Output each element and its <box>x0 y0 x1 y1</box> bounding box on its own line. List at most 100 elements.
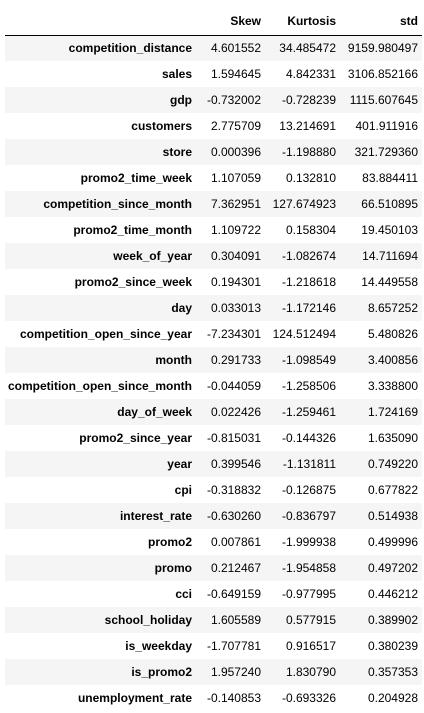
row-label: sales <box>161 67 192 81</box>
std-cell: 0.514938 <box>367 509 418 523</box>
std-cell: 0.204928 <box>367 691 418 705</box>
kurtosis-cell: -1.999938 <box>281 535 336 549</box>
kurtosis-cell: 124.512494 <box>272 327 336 341</box>
std-cell: 14.711694 <box>362 249 418 263</box>
table-row: interest_rate -0.630260 -0.836797 0.514938 <box>5 503 422 529</box>
kurtosis-cell: -0.693326 <box>281 691 336 705</box>
kurtosis-cell: 0.916517 <box>285 639 336 653</box>
skew-cell: -7.234301 <box>206 327 261 341</box>
skew-cell: 7.362951 <box>210 197 261 211</box>
row-label: competition_distance <box>68 41 192 56</box>
table-row: day 0.033013 -1.172146 8.657252 <box>5 295 422 321</box>
skew-cell: -0.649159 <box>206 587 261 601</box>
row-label: week_of_year <box>113 249 192 263</box>
skew-cell: 0.022426 <box>210 405 261 419</box>
skew-cell: 1.594645 <box>210 67 261 81</box>
table-row: week_of_year 0.304091 -1.082674 14.711694 <box>5 243 422 269</box>
std-cell: 14.449558 <box>361 275 418 289</box>
skew-cell: 0.000396 <box>210 145 261 159</box>
column-header-skew: Skew <box>201 7 265 36</box>
table-row: cpi -0.318832 -0.126875 0.677822 <box>5 477 422 503</box>
row-label: day_of_week <box>117 405 192 419</box>
std-cell: 321.729360 <box>354 145 418 159</box>
table-row: competition_distance 4.601552 34.485472 915… <box>5 35 422 61</box>
kurtosis-cell: -1.131811 <box>282 457 336 471</box>
kurtosis-cell: 0.577915 <box>285 613 336 627</box>
row-label: store <box>162 145 192 159</box>
kurtosis-cell: -1.954858 <box>281 561 336 575</box>
row-label: competition_since_month <box>43 197 192 211</box>
table-row: promo2_since_year -0.815031 -0.144326 1.635… <box>5 425 422 451</box>
skew-cell: -0.044059 <box>206 379 261 393</box>
row-label: competition_open_since_year <box>19 327 192 341</box>
kurtosis-cell: -0.126875 <box>281 483 336 497</box>
table-body: competition_distance 4.601552 34.485472 915… <box>5 35 422 711</box>
row-label: customers <box>131 119 192 133</box>
table-row: promo2_since_week 0.194301 -1.218618 14.449… <box>5 269 422 295</box>
column-header-kurtosis: Kurtosis <box>265 7 339 36</box>
row-label: school_holiday <box>104 613 192 627</box>
row-label: promo2_time_month <box>73 223 192 237</box>
kurtosis-cell: -1.218618 <box>281 275 336 289</box>
table-row: gdp -0.732002 -0.728239 1115.607645 <box>5 87 422 113</box>
std-cell: 1.724169 <box>367 405 418 419</box>
table-row: day_of_week 0.022426 -1.259461 1.724169 <box>5 399 422 425</box>
kurtosis-cell: -1.198880 <box>281 145 336 159</box>
skew-cell: -0.815031 <box>206 431 261 445</box>
skew-cell: 1.605589 <box>210 613 261 627</box>
kurtosis-cell: -0.728239 <box>281 93 336 107</box>
table-row: competition_since_month 7.362951 127.67492… <box>5 191 422 217</box>
kurtosis-cell: 127.674923 <box>272 197 336 211</box>
skew-cell: -0.140853 <box>206 691 261 705</box>
skew-cell: 0.304091 <box>210 249 261 263</box>
std-cell: 3.338800 <box>367 379 418 393</box>
std-cell: 9159.980497 <box>347 41 418 56</box>
kurtosis-cell: 4.842331 <box>285 67 336 81</box>
std-cell: 66.510895 <box>361 197 418 211</box>
table-row: promo 0.212467 -1.954858 0.497202 <box>5 555 422 581</box>
kurtosis-cell: -1.082674 <box>281 249 336 263</box>
table-row: sales 1.594645 4.842331 3106.852166 <box>5 61 422 87</box>
row-label: unemployment_rate <box>77 691 192 705</box>
skew-cell: 0.033013 <box>210 301 261 315</box>
std-cell: 0.677822 <box>367 483 418 497</box>
skew-cell: 0.212467 <box>210 561 261 575</box>
row-label: day <box>171 301 192 315</box>
skew-cell: 4.601552 <box>210 41 261 56</box>
table-row: unemployment_rate -0.140853 -0.693326 0.204… <box>5 685 422 711</box>
skew-cell: 2.775709 <box>210 119 261 133</box>
skew-cell: 0.194301 <box>210 275 261 289</box>
kurtosis-cell: -1.259461 <box>281 405 336 419</box>
skew-cell: 1.957240 <box>210 665 261 679</box>
row-label: cci <box>175 587 192 601</box>
table-row: customers 2.775709 13.214691 401.911916 <box>5 113 422 139</box>
std-cell: 0.389902 <box>367 613 418 627</box>
kurtosis-cell: 34.485472 <box>279 41 336 56</box>
row-label: promo2 <box>147 535 192 549</box>
index-header <box>5 7 201 36</box>
table-row: month 0.291733 -1.098549 3.400856 <box>5 347 422 373</box>
row-label: gdp <box>170 93 192 107</box>
table-row: store 0.000396 -1.198880 321.729360 <box>5 139 422 165</box>
std-cell: 19.450103 <box>361 223 418 237</box>
skew-cell: -0.318832 <box>206 483 261 497</box>
row-label: promo <box>154 561 192 575</box>
row-label: promo2_time_week <box>80 171 192 185</box>
table-row: promo2 0.007861 -1.999938 0.499996 <box>5 529 422 555</box>
std-cell: 0.497202 <box>367 561 418 575</box>
row-label: interest_rate <box>119 509 192 523</box>
std-cell: 0.446212 <box>367 587 418 601</box>
kurtosis-cell: 0.132810 <box>285 171 336 185</box>
row-label: promo2_since_year <box>79 431 192 445</box>
table-row: is_promo2 1.957240 1.830790 0.357353 <box>5 659 422 685</box>
skew-cell: 0.399546 <box>210 457 261 471</box>
table-row: year 0.399546 -1.131811 0.749220 <box>5 451 422 477</box>
table-row: promo2_time_month 1.109722 0.158304 19.4501… <box>5 217 422 243</box>
kurtosis-cell: -1.258506 <box>281 379 336 393</box>
kurtosis-cell: -1.172146 <box>281 301 336 315</box>
row-label: cpi <box>174 483 192 497</box>
skew-cell: 1.109722 <box>210 223 261 237</box>
kurtosis-cell: -0.836797 <box>281 509 336 523</box>
column-header-std: std <box>339 7 422 36</box>
